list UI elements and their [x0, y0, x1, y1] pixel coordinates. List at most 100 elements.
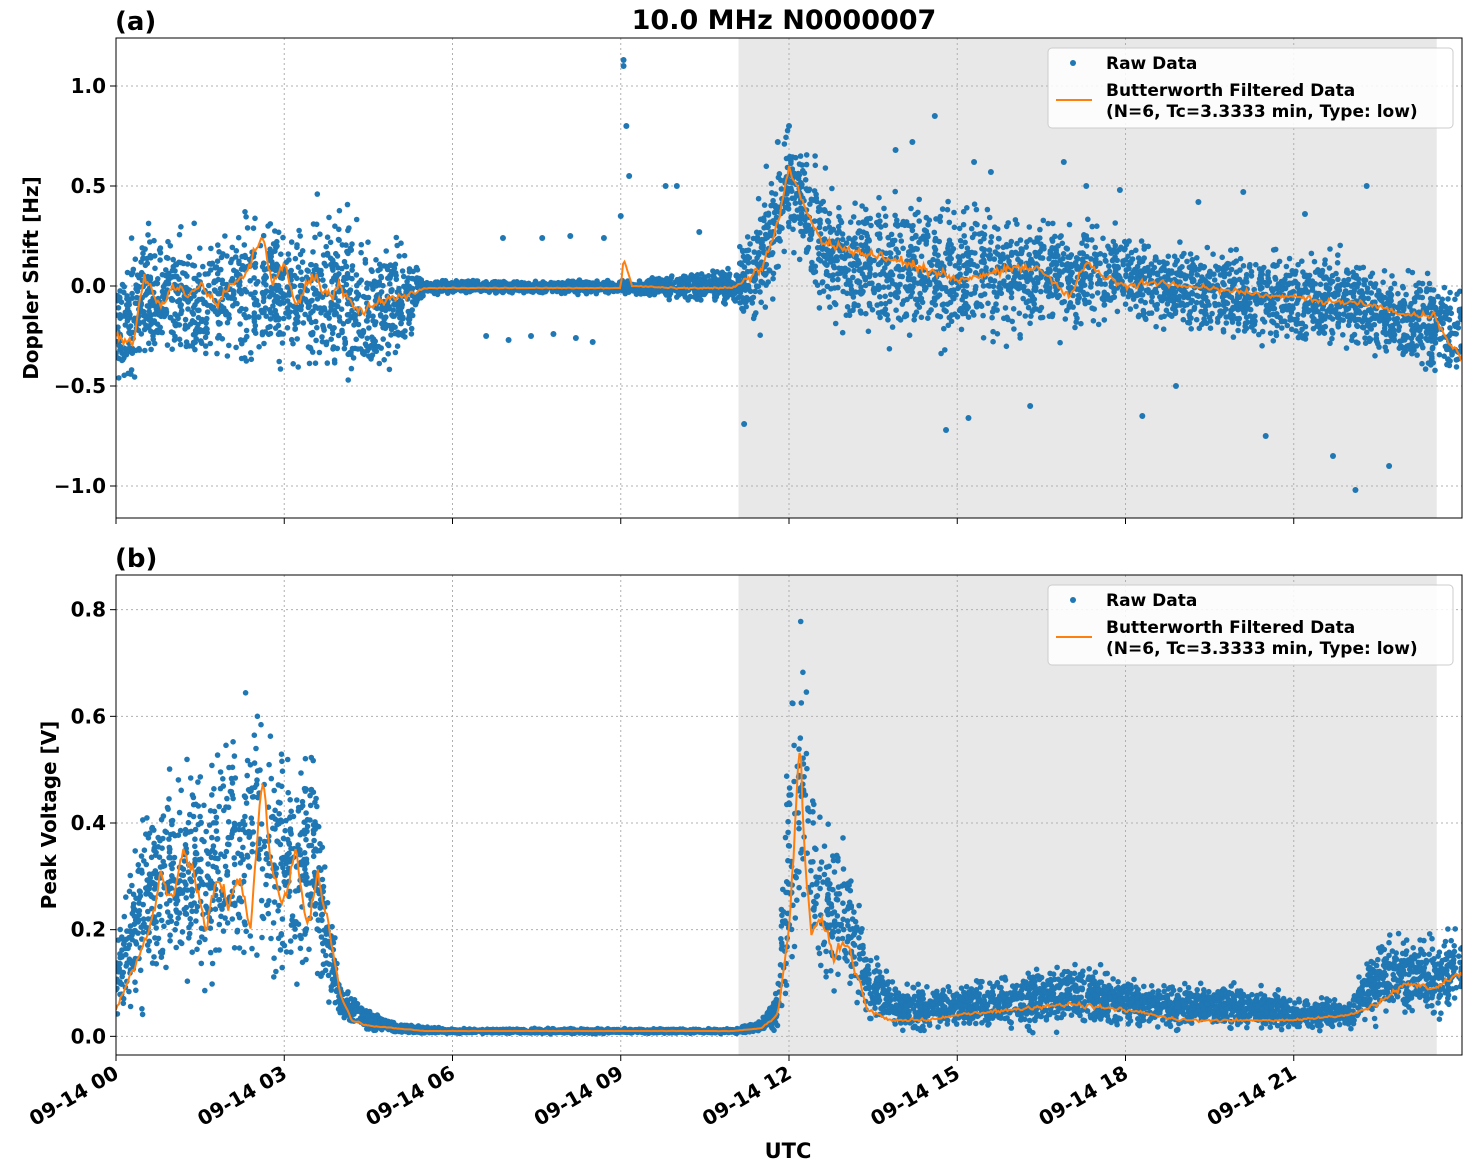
raw-data-point [758, 299, 764, 306]
raw-data-point [198, 318, 205, 325]
raw-data-point [150, 336, 156, 343]
raw-data-point [755, 195, 762, 202]
raw-data-point [1375, 341, 1381, 347]
raw-data-point [197, 327, 204, 333]
raw-data-point [1267, 330, 1274, 337]
raw-data-point [247, 278, 253, 284]
raw-data-point [764, 224, 771, 231]
raw-data-point [290, 340, 296, 347]
raw-data-point [1149, 293, 1155, 300]
raw-data-point [155, 276, 161, 282]
raw-data-point [1148, 261, 1155, 267]
raw-data-point [242, 286, 248, 293]
raw-data-point [770, 275, 776, 282]
raw-data-point [383, 314, 389, 320]
raw-data-point [1278, 304, 1285, 311]
raw-data-point [1046, 255, 1052, 262]
raw-data-point [858, 284, 864, 290]
raw-data-point [261, 267, 268, 273]
raw-data-point [1008, 294, 1015, 301]
raw-data-point [124, 296, 130, 302]
raw-data-point [925, 221, 931, 228]
raw-data-point [933, 216, 939, 222]
raw-data-point [1057, 339, 1063, 346]
raw-data-point [224, 319, 231, 326]
raw-data-point [1038, 288, 1044, 295]
raw-data-point [948, 255, 954, 262]
raw-data-point [1242, 309, 1248, 316]
raw-data-point [1336, 311, 1342, 318]
raw-data-point [1134, 292, 1140, 299]
raw-data-point [990, 338, 996, 345]
raw-data-point [1139, 292, 1146, 298]
raw-data-point [1038, 241, 1044, 247]
raw-data-point [905, 222, 911, 228]
raw-data-point [877, 314, 883, 321]
raw-data-point [1422, 366, 1429, 372]
raw-data-point [1401, 346, 1407, 352]
raw-data-point [971, 312, 977, 318]
raw-data-point [335, 298, 342, 304]
raw-data-point [1419, 360, 1425, 367]
raw-data-point [963, 293, 969, 300]
raw-data-point [1289, 268, 1295, 274]
raw-data-point [1179, 300, 1186, 307]
raw-data-point [784, 127, 791, 134]
raw-data-point [255, 278, 261, 285]
raw-data-point [309, 349, 316, 355]
raw-data-point [791, 213, 797, 219]
raw-data-point [1279, 286, 1286, 293]
raw-data-point [203, 350, 209, 357]
raw-data-point [1362, 335, 1368, 341]
raw-data-point [788, 185, 794, 192]
raw-data-point [1120, 291, 1127, 297]
raw-data-point [931, 244, 938, 251]
raw-data-point [880, 268, 886, 275]
raw-data-point [1233, 258, 1239, 265]
raw-data-point [1184, 258, 1190, 265]
raw-data-point [215, 335, 221, 341]
raw-data-point [204, 315, 210, 322]
raw-data-point [1027, 320, 1033, 327]
raw-data-point [1194, 272, 1200, 278]
raw-data-point [358, 241, 365, 248]
raw-data-point [1436, 351, 1443, 358]
raw-data-point [863, 230, 870, 237]
raw-data-point [947, 251, 953, 257]
raw-data-point [408, 331, 415, 337]
raw-data-point [959, 310, 966, 317]
raw-data-point [1382, 308, 1388, 314]
raw-data-point [270, 303, 276, 309]
raw-data-point [329, 257, 336, 264]
raw-data-point [962, 239, 968, 246]
raw-data-point [761, 217, 767, 224]
raw-data-point [802, 177, 809, 183]
raw-data-point [981, 224, 988, 230]
raw-data-point [1077, 280, 1084, 286]
raw-data-point [871, 257, 877, 264]
raw-data-point [790, 226, 796, 233]
raw-data-point [981, 259, 987, 266]
raw-data-point [704, 280, 710, 286]
raw-data-point [884, 277, 890, 284]
raw-data-point [1241, 285, 1247, 291]
raw-data-point [1338, 317, 1344, 323]
raw-data-point [1372, 281, 1379, 287]
raw-data-point [905, 270, 912, 277]
raw-data-point [897, 317, 904, 323]
raw-data-point [1123, 273, 1129, 280]
raw-data-point [852, 200, 858, 206]
raw-data-point [394, 343, 401, 350]
raw-data-point [195, 314, 202, 321]
raw-data-point [1023, 244, 1029, 250]
raw-data-point [148, 346, 154, 353]
raw-data-point [857, 308, 864, 314]
raw-data-point [436, 281, 443, 288]
raw-data-point [1037, 307, 1043, 314]
raw-data-point [306, 314, 312, 321]
raw-data-point [1034, 275, 1040, 281]
raw-data-point [157, 324, 163, 331]
raw-data-point [986, 214, 993, 221]
raw-data-point [267, 330, 274, 337]
raw-data-point [1191, 304, 1198, 311]
